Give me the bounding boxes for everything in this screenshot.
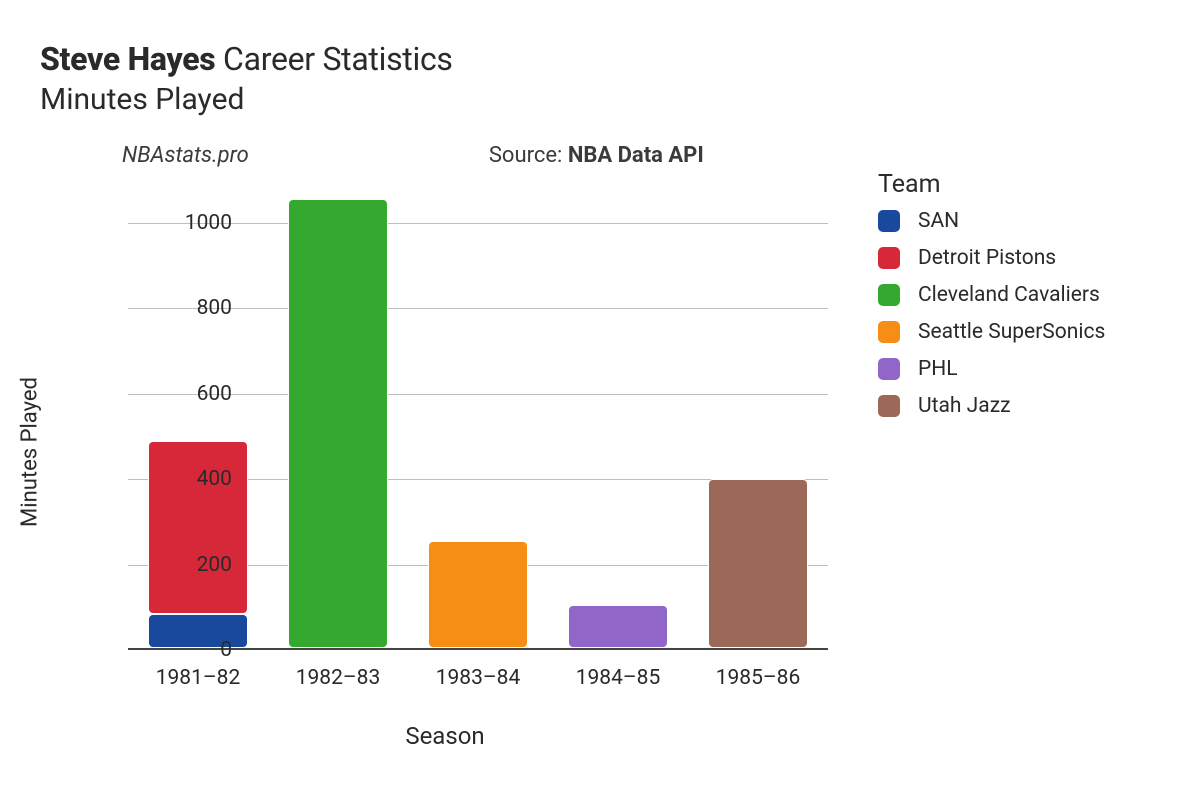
page-subtitle: Minutes Played xyxy=(40,82,1160,117)
player-name: Steve Hayes xyxy=(40,40,215,78)
title-rest: Career Statistics xyxy=(215,40,452,78)
legend-title: Team xyxy=(878,170,1105,199)
bar-segment xyxy=(708,479,809,648)
legend: Team SAN Detroit Pistons Cleveland Cavalie… xyxy=(878,170,1105,431)
plot-area xyxy=(128,180,828,650)
bar-segment xyxy=(568,605,669,648)
source-name: NBA Data API xyxy=(568,143,704,168)
legend-swatch xyxy=(878,395,900,417)
legend-label: Detroit Pistons xyxy=(918,246,1056,270)
gridline xyxy=(128,394,828,395)
y-tick: 400 xyxy=(152,467,232,491)
legend-label: Seattle SuperSonics xyxy=(918,320,1105,344)
gridline xyxy=(128,223,828,224)
legend-item: Utah Jazz xyxy=(878,394,1105,418)
legend-item: PHL xyxy=(878,357,1105,381)
bar-segment xyxy=(428,541,529,648)
legend-swatch xyxy=(878,247,900,269)
page-title: Steve Hayes Career Statistics xyxy=(40,40,1160,78)
minutes-played-chart: Minutes Played Season 020040060080010001… xyxy=(40,172,850,732)
x-tick: 1981–82 xyxy=(156,666,241,690)
legend-label: Utah Jazz xyxy=(918,394,1011,418)
legend-label: Cleveland Cavaliers xyxy=(918,283,1100,307)
x-tick: 1983–84 xyxy=(436,666,521,690)
y-tick: 1000 xyxy=(152,211,232,235)
legend-label: SAN xyxy=(918,209,959,233)
bar-segment xyxy=(288,199,389,648)
legend-item: Seattle SuperSonics xyxy=(878,320,1105,344)
y-axis-label: Minutes Played xyxy=(18,377,43,527)
y-tick: 0 xyxy=(152,638,232,662)
y-tick: 600 xyxy=(152,382,232,406)
x-tick: 1982–83 xyxy=(296,666,381,690)
x-tick: 1985–86 xyxy=(716,666,801,690)
x-axis-label: Season xyxy=(405,722,484,750)
y-tick: 800 xyxy=(152,296,232,320)
source-prefix: Source: xyxy=(489,143,568,168)
legend-label: PHL xyxy=(918,357,958,381)
legend-swatch xyxy=(878,284,900,306)
legend-item: Cleveland Cavaliers xyxy=(878,283,1105,307)
source-line: Source: NBA Data API xyxy=(489,143,704,168)
y-tick: 200 xyxy=(152,553,232,577)
watermark: NBAstats.pro xyxy=(122,143,249,168)
legend-item: Detroit Pistons xyxy=(878,246,1105,270)
gridline xyxy=(128,308,828,309)
legend-swatch xyxy=(878,321,900,343)
legend-swatch xyxy=(878,358,900,380)
legend-swatch xyxy=(878,210,900,232)
x-tick: 1984–85 xyxy=(576,666,661,690)
legend-item: SAN xyxy=(878,209,1105,233)
